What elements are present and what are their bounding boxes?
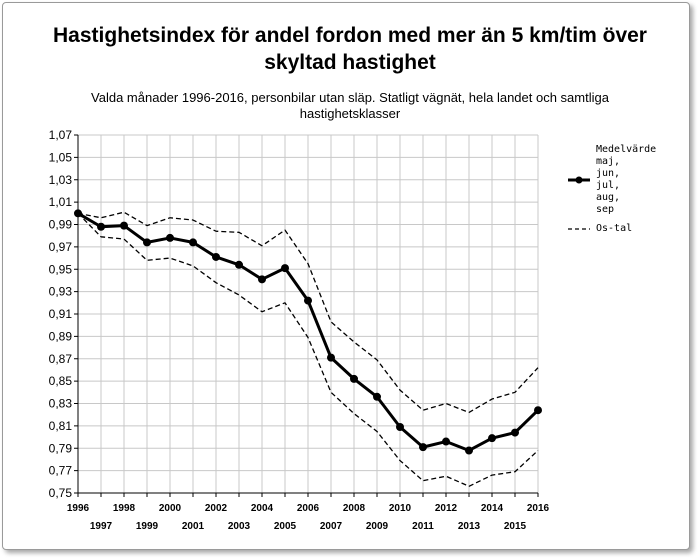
y-tick-label: 0,91 <box>49 307 73 321</box>
series-line-1 <box>77 211 539 414</box>
x-tick-label: 2006 <box>297 503 320 514</box>
y-tick-label: 0,77 <box>49 464 73 478</box>
data-point <box>327 353 335 362</box>
data-point <box>419 443 427 452</box>
legend-label-mean: Medelvärde maj, jun, jul, aug, sep <box>596 144 657 215</box>
legend-label-os: Os-tal <box>596 223 633 234</box>
data-point <box>258 275 266 284</box>
x-tick-label: 2016 <box>527 503 550 514</box>
data-point <box>465 446 473 455</box>
data-point <box>488 434 496 443</box>
x-tick-label: 1998 <box>113 503 136 514</box>
y-tick-label: 0,85 <box>49 374 73 388</box>
y-tick-label: 0,87 <box>49 352 73 366</box>
data-point <box>120 221 128 230</box>
data-point <box>166 233 174 242</box>
data-point <box>97 222 105 231</box>
data-point <box>373 392 381 401</box>
x-tick-label: 2005 <box>274 521 297 532</box>
series-line-2 <box>77 212 539 487</box>
x-tick-label: 2000 <box>159 503 182 514</box>
data-point <box>511 428 519 437</box>
x-tick-label: 2013 <box>458 521 481 532</box>
x-tick-label: 2001 <box>182 521 205 532</box>
legend-swatch-dashed <box>568 228 590 230</box>
y-tick-label: 0,93 <box>49 285 73 299</box>
chart-subtitle: Valda månader 1996-2016, personbilar uta… <box>91 90 609 121</box>
x-tick-label: 1997 <box>90 521 113 532</box>
x-tick-label: 2004 <box>251 503 274 514</box>
data-point <box>281 264 289 273</box>
y-tick-label: 0,99 <box>49 218 73 232</box>
data-point <box>143 238 151 247</box>
y-tick-label: 1,05 <box>49 150 73 164</box>
x-tick-label: 2014 <box>481 503 504 514</box>
x-tick-label: 2008 <box>343 503 366 514</box>
y-tick-label: 0,97 <box>49 240 73 254</box>
y-tick-label: 1,03 <box>49 173 73 187</box>
chart-title: Hastighetsindex för andel fordon med mer… <box>53 24 647 74</box>
data-point <box>189 238 197 247</box>
data-point <box>212 252 220 261</box>
x-tick-label: 1996 <box>67 503 90 514</box>
y-tick-label: 0,89 <box>49 329 73 343</box>
data-point <box>235 260 243 269</box>
y-tick-label: 0,83 <box>49 397 73 411</box>
y-tick-label: 0,81 <box>49 419 73 433</box>
y-tick-label: 1,01 <box>49 195 73 209</box>
data-point <box>534 406 542 415</box>
x-tick-label: 2003 <box>228 521 251 532</box>
x-tick-label: 2012 <box>435 503 458 514</box>
x-tick-label: 2011 <box>412 521 434 532</box>
x-tick-label: 2010 <box>389 503 412 514</box>
x-tick-label: 2007 <box>320 521 343 532</box>
y-tick-label: 0,95 <box>49 262 73 276</box>
data-point <box>442 437 450 446</box>
data-point <box>396 422 404 431</box>
y-tick-label: 0,75 <box>49 486 73 500</box>
legend-swatch-solid <box>568 176 590 184</box>
x-tick-label: 2002 <box>205 503 228 514</box>
data-point <box>304 296 312 305</box>
y-tick-label: 1,07 <box>49 128 73 142</box>
x-tick-label: 2009 <box>366 521 389 532</box>
y-tick-label: 0,79 <box>49 441 73 455</box>
x-tick-label: 1999 <box>136 521 159 532</box>
x-tick-label: 2015 <box>504 521 527 532</box>
data-point <box>350 374 358 383</box>
